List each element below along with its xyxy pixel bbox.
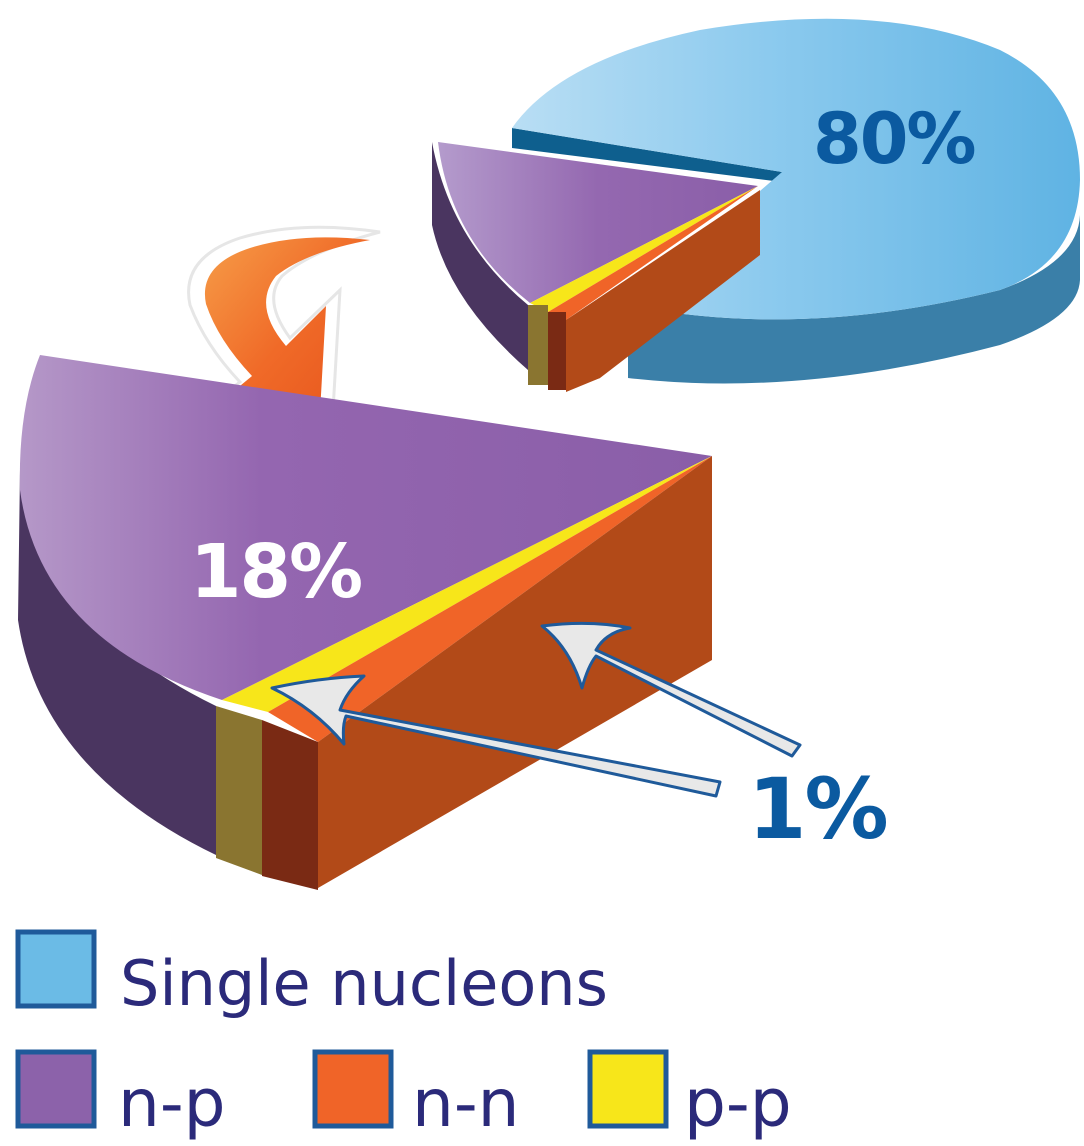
nn-cut-small (548, 312, 566, 390)
slice-np (19, 355, 713, 700)
pp-cut (216, 706, 262, 875)
slice-nn-side-small (566, 190, 760, 390)
slice-np-side-small (432, 142, 528, 370)
slice-pp-small (530, 186, 758, 312)
legend-item-single: Single nucleons (15, 929, 608, 1020)
label-single-pct: 80% (813, 98, 975, 180)
pointer-arrows (270, 621, 802, 798)
legend-item-np: n-p (15, 1049, 226, 1142)
nn-cut-small-right (566, 300, 600, 392)
legend-item-pp: p-p (587, 1049, 792, 1142)
slice-np-side (18, 470, 216, 855)
slice-single-nucleons-cut-wall (512, 128, 782, 182)
legend-label-single: Single nucleons (120, 947, 608, 1020)
slice-nn-side (318, 456, 712, 888)
pointer-arrow-nn (540, 621, 802, 758)
big-pie (18, 355, 713, 890)
legend-swatch-nn (312, 1049, 394, 1129)
small-pie (432, 18, 1080, 392)
nn-cut (262, 720, 318, 890)
legend-swatch-np (15, 1049, 97, 1129)
slice-single-nucleons (512, 18, 1080, 320)
label-small-pct: 1% (748, 760, 887, 858)
legend-swatch-pp (587, 1049, 669, 1129)
slice-np-small (438, 142, 758, 303)
slice-nn-small (548, 186, 758, 320)
pointer-arrow-pp (270, 674, 722, 798)
slice-single-nucleons-side (628, 215, 1080, 384)
legend-label-np: n-p (118, 1065, 226, 1142)
legend: Single nucleons n-p n-n p-p (15, 929, 792, 1142)
legend-label-pp: p-p (684, 1065, 792, 1142)
legend-label-nn: n-n (412, 1065, 519, 1142)
slice-pp (222, 456, 712, 712)
legend-item-nn: n-n (312, 1049, 519, 1142)
legend-swatch-single (15, 929, 97, 1009)
label-np-pct: 18% (190, 529, 361, 615)
pp-cut-small (528, 305, 548, 385)
slice-nn (268, 456, 712, 742)
